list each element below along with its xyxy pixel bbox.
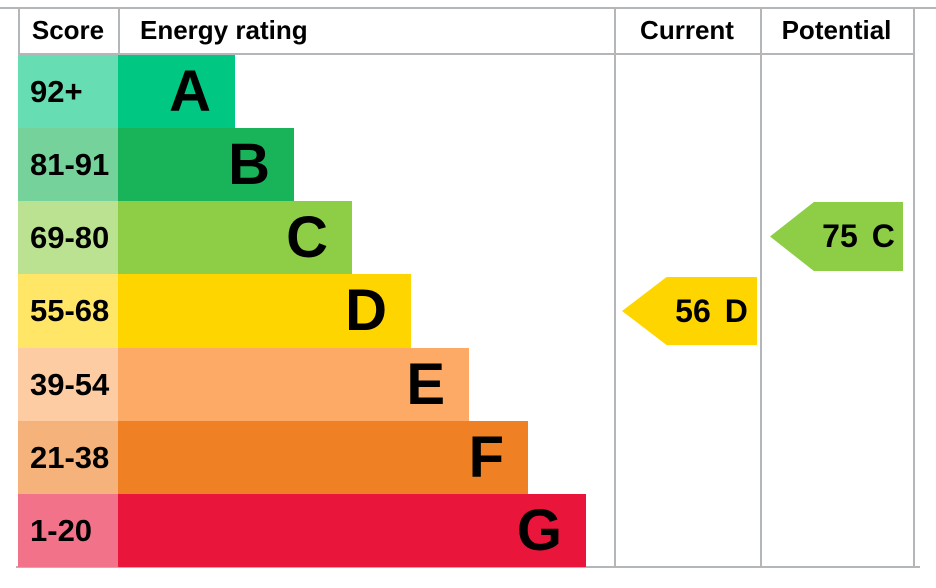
band-score-range: 39-54 — [18, 348, 118, 421]
current-column-divider — [614, 7, 616, 568]
band-letter: G — [516, 497, 562, 563]
band-row-d: 55-68 D — [18, 274, 411, 348]
band-letter: E — [406, 351, 445, 417]
current-rating-value: 56 — [675, 292, 711, 329]
header-energy-rating: Energy rating — [140, 15, 308, 45]
band-row-a: 92+ A — [18, 55, 235, 128]
table-top-border — [0, 7, 936, 9]
band-bar: E — [118, 348, 469, 421]
band-score-range: 55-68 — [18, 274, 118, 348]
band-bar: C — [118, 201, 352, 274]
band-bar: A — [118, 55, 235, 128]
potential-rating-band: C — [871, 218, 895, 254]
potential-column-divider — [760, 7, 762, 568]
potential-rating-arrow: 75 C — [770, 202, 903, 271]
band-row-f: 21-38 F — [18, 421, 528, 494]
band-score-range: 21-38 — [18, 421, 118, 494]
band-bar: D — [118, 274, 411, 348]
table-right-border — [913, 7, 915, 568]
band-row-e: 39-54 E — [18, 348, 469, 421]
header-current: Current — [640, 15, 734, 45]
band-letter: B — [228, 131, 270, 197]
band-row-c: 69-80 C — [18, 201, 352, 274]
score-column-left-border — [18, 7, 20, 55]
band-letter: F — [468, 424, 504, 490]
band-score-range: 92+ — [18, 55, 118, 128]
current-rating-band: D — [724, 292, 748, 329]
potential-rating-value: 75 — [822, 218, 858, 254]
band-letter: D — [345, 278, 387, 343]
band-letter: C — [286, 204, 328, 270]
score-column-right-border — [118, 7, 120, 55]
header-bottom-border — [18, 53, 914, 55]
band-bar: F — [118, 421, 528, 494]
band-score-range: 69-80 — [18, 201, 118, 274]
band-bar: G — [118, 494, 586, 567]
table-bottom-border — [16, 566, 920, 568]
header-potential: Potential — [781, 15, 892, 45]
current-rating-arrow: 56 D — [622, 277, 757, 345]
band-letter: A — [169, 58, 211, 124]
band-row-g: 1-20 G — [18, 494, 586, 567]
band-bar: B — [118, 128, 294, 201]
band-row-b: 81-91 B — [18, 128, 294, 201]
band-score-range: 1-20 — [18, 494, 118, 567]
header-score: Score — [31, 15, 105, 45]
band-score-range: 81-91 — [18, 128, 118, 201]
